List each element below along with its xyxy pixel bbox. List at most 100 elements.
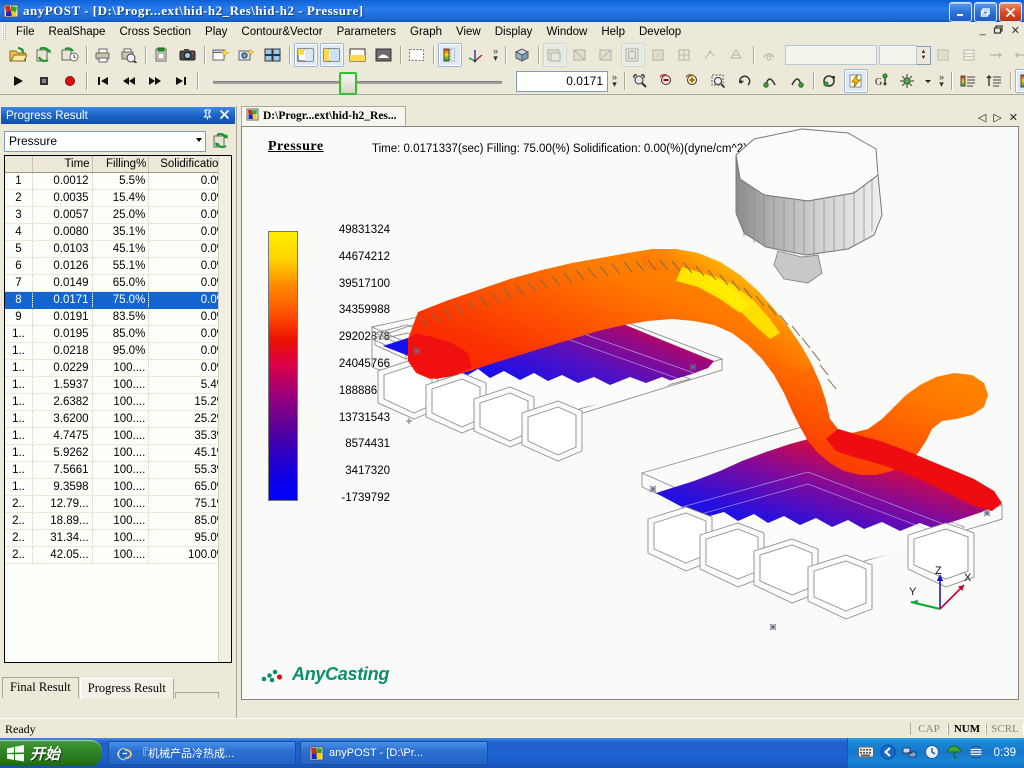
toolbar-number-field[interactable] [879,45,917,65]
mdi-close-button[interactable]: ✕ [1010,25,1020,37]
import-arrow-icon[interactable] [984,43,1008,67]
menu-display[interactable]: Display [494,26,533,38]
table-row[interactable]: 1.. 2.6382 100.... 15.2% [5,393,231,411]
view-box-icon[interactable] [647,43,671,67]
tab-close-button[interactable]: ✕ [1008,112,1018,124]
table-row[interactable]: 2.. 12.79... 100.... 75.1% [5,495,231,513]
table-row[interactable]: 1.. 5.9262 100.... 45.1% [5,444,231,462]
menu-parameters[interactable]: Parameters [336,26,397,38]
gravity-icon[interactable]: G [870,69,894,93]
menu-help[interactable]: Help [601,26,625,38]
view-iso-icon[interactable] [621,43,645,67]
menu-cross-section[interactable]: Cross Section [119,26,192,38]
table-row[interactable]: 2 0.0035 15.4% 0.0% [5,189,231,207]
mdi-minimize-button[interactable]: _ [979,24,986,36]
mdi-restore-button[interactable] [993,24,1004,38]
table-row[interactable]: 2.. 31.34... 100.... 95.0% [5,529,231,547]
table-row[interactable]: 1.. 0.0218 95.0% 0.0% [5,342,231,360]
tab-next-button[interactable]: ▷ [993,112,1002,124]
table-row[interactable]: 1.. 4.7475 100.... 35.3% [5,427,231,445]
casting-model[interactable] [242,127,1019,700]
rotate-reset-icon[interactable] [818,69,842,93]
cube-icon[interactable] [510,43,534,67]
document-tab[interactable]: D:\Progr...ext\hid-h2_Res... [241,106,406,126]
frame-display-icon[interactable] [932,43,956,67]
layout-split-icon[interactable] [320,43,344,67]
table-row[interactable]: 1.. 1.5937 100.... 5.4% [5,376,231,394]
close-button[interactable] [999,2,1022,22]
colorbar-icon[interactable] [1015,69,1024,93]
3d-viewport[interactable]: Pressure Time: 0.0171337(sec) Filling: 7… [241,126,1019,700]
grid-vertical-scrollbar[interactable] [218,156,231,662]
view-front-icon[interactable] [543,43,567,67]
table-row[interactable]: 4 0.0080 35.1% 0.0% [5,223,231,241]
table-row[interactable]: 6 0.0126 55.1% 0.0% [5,257,231,275]
view-rotate-icon[interactable] [758,43,782,67]
taskbar-item-anypost[interactable]: anyPOST - [D:\Pr... [300,741,488,765]
new-snapshot-icon[interactable] [235,43,259,67]
light-source-icon[interactable] [896,69,920,93]
refresh-time-icon[interactable] [58,43,82,67]
table-row[interactable]: 5 0.0103 45.1% 0.0% [5,240,231,258]
tab-final-result[interactable]: Final Result [2,677,79,698]
last-frame-icon[interactable] [169,69,193,93]
tab-progress-result[interactable]: Progress Result [79,678,174,699]
refresh-icon[interactable] [32,43,56,67]
menu-graph[interactable]: Graph [410,26,442,38]
menu-play[interactable]: Play [205,26,228,38]
column-header-solidification[interactable]: Solidificatio... [148,156,231,173]
restore-button[interactable] [974,2,997,22]
view-side-icon[interactable] [595,43,619,67]
umbrella-icon[interactable] [946,744,962,763]
menu-develop[interactable]: Develop [639,26,682,38]
table-row[interactable]: 1.. 7.5661 100.... 55.3% [5,461,231,479]
layout-full-icon[interactable] [372,43,396,67]
table-row[interactable]: 3 0.0057 25.0% 0.0% [5,206,231,224]
variable-combobox[interactable]: Pressure [4,130,206,152]
results-grid[interactable]: Time Filling% Solidificatio... 1 0.0012 5.… [4,155,232,663]
dashed-frame-icon[interactable] [405,43,429,67]
axis-toggle-icon[interactable] [464,43,488,67]
back-icon[interactable] [880,744,896,763]
chevron-down-icon[interactable] [196,137,202,142]
export-arrow-icon[interactable] [1010,43,1024,67]
rotate-right-icon[interactable] [785,69,809,93]
network-icon[interactable] [902,744,918,763]
prev-frame-icon[interactable] [117,69,141,93]
toolbar-spinner[interactable]: ▲ ▼ [917,45,931,65]
time-slider[interactable] [205,70,510,95]
time-value-field[interactable]: 0.0171 [516,70,608,92]
menu-realshape[interactable]: RealShape [48,26,106,38]
table-row[interactable]: 1.. 9.3598 100.... 65.0% [5,478,231,496]
column-header-index[interactable] [5,156,33,173]
view-back-icon[interactable] [569,43,593,67]
keyboard-icon[interactable] [857,746,874,761]
zoom-out-icon[interactable] [655,69,679,93]
menu-file[interactable]: File [16,26,35,38]
table-row[interactable]: 1.. 0.0229 100.... 0.0% [5,359,231,377]
colorbar[interactable] [268,231,298,501]
table-row[interactable]: 1.. 3.6200 100.... 25.2% [5,410,231,428]
open-folder-icon[interactable] [6,43,30,67]
zoom-window-icon[interactable] [629,69,653,93]
shield-icon[interactable] [968,744,984,763]
menu-contour-vector[interactable]: Contour&Vector [241,26,323,38]
play-icon[interactable] [6,69,30,93]
view-grid-icon[interactable] [673,43,697,67]
print-icon[interactable] [91,43,115,67]
zoom-region-icon[interactable] [707,69,731,93]
view-scatter-icon[interactable] [699,43,723,67]
table-row[interactable]: 7 0.0149 65.0% 0.0% [5,274,231,292]
column-header-time[interactable]: Time [32,156,93,173]
layout-left-icon[interactable] [294,43,318,67]
first-frame-icon[interactable] [91,69,115,93]
next-frame-icon[interactable] [143,69,167,93]
table-row[interactable]: 9 0.0191 83.5% 0.0% [5,308,231,326]
light-dropdown-arrow-icon[interactable] [922,69,934,93]
lightning-icon[interactable] [844,69,868,93]
clock-icon[interactable] [924,744,940,763]
slider-thumb[interactable] [339,72,357,95]
rotate-left-icon[interactable] [759,69,783,93]
stop-icon[interactable] [32,69,56,93]
minimize-button[interactable] [949,2,972,22]
